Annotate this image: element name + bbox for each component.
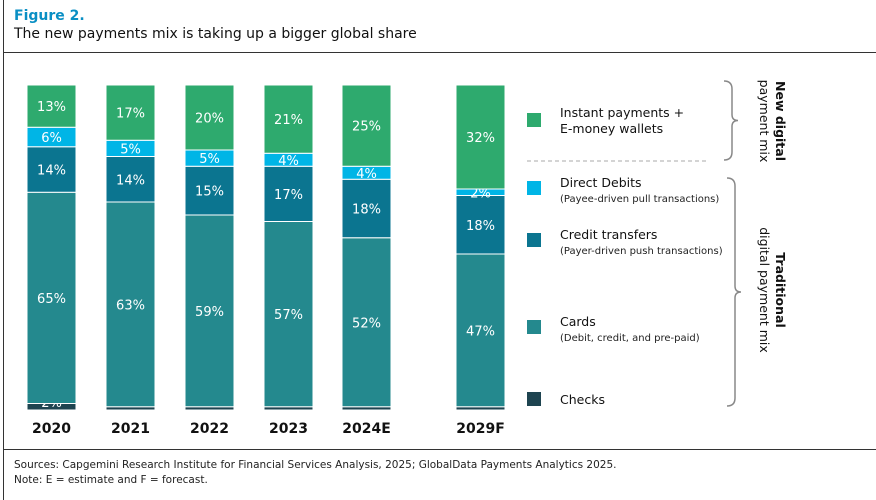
data-label: 15% [195, 185, 224, 200]
legend-sublabel: (Debit, credit, and pre-paid) [560, 333, 700, 344]
year-tick-label: 2029F [456, 421, 505, 437]
title-divider [3, 52, 876, 53]
data-label: 47% [466, 324, 495, 339]
group-label-traditional: Traditional [773, 252, 788, 327]
figure-border [3, 0, 4, 500]
legend-sublabel: (Payee-driven pull transactions) [560, 194, 719, 205]
data-label: 21% [274, 113, 303, 128]
legend-label: Checks [560, 392, 605, 407]
legend-label: Instant payments + [560, 105, 684, 120]
data-label: 25% [352, 120, 381, 135]
data-label: 14% [116, 173, 145, 188]
data-label: 14% [37, 164, 66, 179]
bar-segment-instant-payments-e-money-wallets [341, 84, 392, 167]
legend-swatch [527, 233, 541, 247]
bar-segment-instant-payments-e-money-wallets [455, 84, 506, 190]
legend-swatch [527, 113, 541, 127]
bar-segment-cards [341, 237, 392, 408]
footer-divider [3, 449, 876, 450]
data-label: 4% [356, 167, 377, 182]
bar-segment-instant-payments-e-money-wallets [105, 84, 156, 141]
year-tick-label: 2021 [111, 421, 150, 437]
bar-segment-cards [263, 221, 314, 408]
bar-segment-credit-transfers [455, 195, 506, 255]
legend-label: E-money wallets [560, 121, 663, 136]
brace-new [723, 80, 739, 161]
sources-text: Sources: Capgemini Research Institute fo… [14, 459, 617, 471]
data-label: 63% [116, 298, 145, 313]
legend-label: Credit transfers [560, 227, 657, 242]
bar-segment-credit-transfers [26, 146, 77, 193]
data-label: 5% [199, 152, 220, 167]
data-label: 4% [278, 154, 299, 169]
data-label: 5% [120, 142, 141, 157]
bar-segment-instant-payments-e-money-wallets [26, 84, 77, 128]
bar-segment-cards [455, 253, 506, 408]
year-tick-label: 2020 [32, 421, 71, 437]
data-label: 6% [41, 131, 62, 146]
legend-sublabel: (Payer-driven push transactions) [560, 246, 723, 257]
data-label: 18% [352, 203, 381, 218]
year-tick-label: 2023 [269, 421, 308, 437]
data-label: 17% [116, 107, 145, 122]
note-text: Note: E = estimate and F = forecast. [14, 474, 208, 486]
bar-segment-credit-transfers [184, 165, 235, 216]
legend-swatch [527, 392, 541, 406]
year-tick-label: 2024E [342, 421, 391, 437]
stacked-bar-chart: 2%65%14%6%13%20201%63%14%5%17%20211%59%1… [26, 80, 788, 437]
legend-label: Direct Debits [560, 175, 642, 190]
legend-swatch [527, 181, 541, 195]
year-tick-label: 2022 [190, 421, 229, 437]
data-label: 59% [195, 305, 224, 320]
data-label: 18% [466, 219, 495, 234]
bar-segment-credit-transfers [341, 178, 392, 239]
data-label: 52% [352, 316, 381, 331]
data-label: 57% [274, 308, 303, 323]
figure-label: Figure 2. [14, 8, 85, 24]
bar-segment-credit-transfers [105, 156, 156, 203]
legend-swatch [527, 320, 541, 334]
data-label: 2% [470, 186, 491, 201]
bar-segment-instant-payments-e-money-wallets [263, 84, 314, 154]
bar-segment-instant-payments-e-money-wallets [184, 84, 235, 151]
group-label-new: payment mix [757, 80, 772, 163]
chart-title: The new payments mix is taking up a bigg… [14, 26, 417, 42]
bar-segment-cards [184, 214, 235, 408]
group-label-new: New digital [773, 81, 788, 161]
data-label: 32% [466, 131, 495, 146]
group-label-traditional: digital payment mix [757, 227, 772, 353]
data-label: 13% [37, 100, 66, 115]
bar-segment-credit-transfers [263, 165, 314, 222]
brace-traditional [726, 177, 742, 407]
data-label: 20% [195, 112, 224, 127]
legend-label: Cards [560, 314, 596, 329]
data-label: 65% [37, 292, 66, 307]
data-label: 17% [274, 188, 303, 203]
